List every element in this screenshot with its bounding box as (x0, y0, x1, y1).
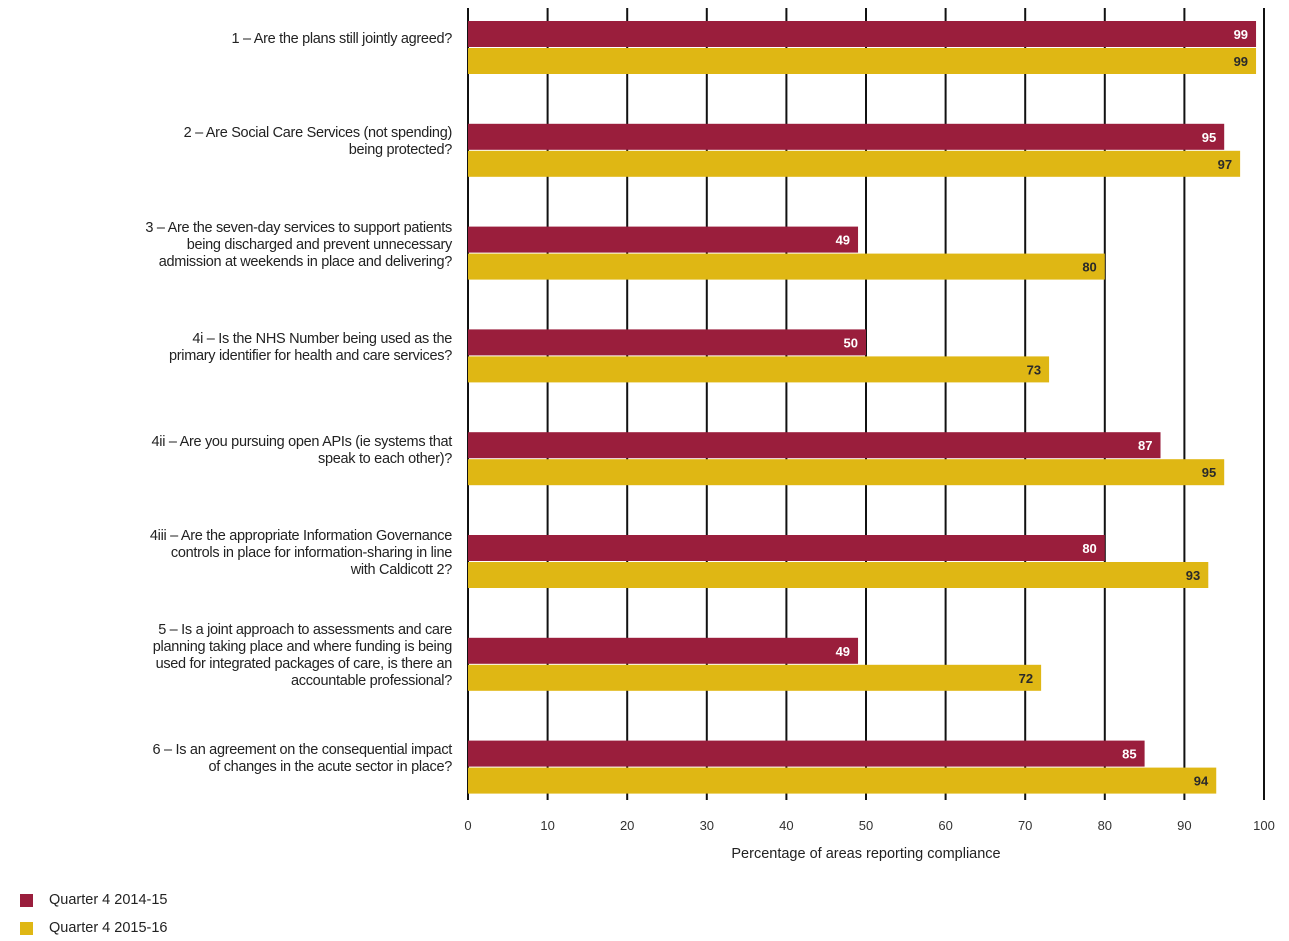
bar-value-label: 95 (1202, 130, 1216, 145)
category-label: 3 – Are the seven-day services to suppor… (7, 220, 452, 271)
category-label-line: 4iii – Are the appropriate Information G… (149, 528, 452, 544)
category-label: 4i – Is the NHS Number being used as the… (7, 331, 452, 365)
category-label-line: admission at weekends in place and deliv… (158, 253, 453, 270)
category-label-line: speak to each other)? (318, 450, 452, 467)
bar-value-label: 99 (1234, 54, 1248, 69)
bar-value-label: 85 (1122, 747, 1136, 762)
bar-value-label: 97 (1218, 157, 1232, 172)
legend-label-q4-2015-16: Quarter 4 2015-16 (49, 920, 168, 936)
category-label: 6 – Is an agreement on the consequential… (7, 742, 453, 776)
category-label: 4ii – Are you pursuing open APIs (ie sys… (7, 433, 453, 468)
category-label: 5 – Is a joint approach to assessments a… (7, 622, 453, 690)
category-label-line: being discharged and prevent unnecessary (186, 236, 453, 253)
x-tick-label: 40 (779, 818, 793, 833)
bar (468, 535, 1105, 561)
x-tick-label: 10 (540, 818, 554, 833)
bar (468, 253, 1105, 280)
legend-item-q4-2014-15: Quarter 4 2014-15 (20, 892, 168, 908)
bar-value-label: 80 (1082, 260, 1096, 275)
bar (468, 562, 1209, 588)
category-label-line: 2 – Are Social Care Services (not spendi… (183, 125, 453, 142)
bar-value-label: 73 (1027, 362, 1041, 377)
bar-value-label: 80 (1082, 541, 1096, 556)
bar (468, 767, 1217, 794)
category-label-line: 5 – Is a joint approach to assessments a… (158, 622, 452, 639)
bar-value-label: 94 (1194, 774, 1209, 789)
category-label-line: 4i – Is the NHS Number being used as the (192, 330, 452, 347)
x-tick-label: 20 (620, 818, 634, 833)
legend-item-q4-2015-16: Quarter 4 2015-16 (20, 920, 168, 936)
bar (468, 226, 859, 253)
category-label-line: 6 – Is an agreement on the consequential… (152, 742, 453, 759)
bar-value-label: 99 (1234, 27, 1248, 42)
bar (468, 637, 859, 664)
category-label: 1 – Are the plans still jointly agreed? (7, 31, 453, 48)
bar-value-label: 50 (844, 335, 858, 350)
category-label-line: 1 – Are the plans still jointly agreed? (231, 31, 453, 47)
bar (468, 356, 1050, 383)
category-label-line: used for integrated packages of care, is… (155, 656, 453, 673)
category-label-line: accountable professional? (291, 673, 452, 690)
x-tick-label: 30 (700, 818, 714, 833)
bar (468, 740, 1145, 767)
category-label-line: 3 – Are the seven-day services to suppor… (145, 219, 452, 236)
bar-value-label: 72 (1019, 671, 1033, 686)
bar-value-label: 93 (1186, 568, 1200, 583)
bar (468, 459, 1225, 486)
x-tick-label: 90 (1177, 818, 1191, 833)
bar (468, 432, 1161, 459)
x-tick-label: 80 (1098, 818, 1112, 833)
bar (468, 329, 866, 356)
legend-swatch-q4-2015-16 (20, 921, 33, 935)
category-label-line: with Caldicott 2? (350, 562, 453, 578)
x-axis-label: Percentage of areas reporting compliance (731, 846, 1001, 862)
x-tick-label: 100 (1253, 818, 1275, 833)
bar (468, 664, 1042, 691)
bar-value-label: 49 (836, 233, 850, 248)
x-tick-label: 50 (859, 818, 873, 833)
x-tick-label: 60 (938, 818, 952, 833)
legend-swatch-q4-2014-15 (20, 893, 33, 907)
bar (468, 123, 1225, 150)
legend-label-q4-2014-15: Quarter 4 2014-15 (49, 892, 168, 908)
bar (468, 21, 1257, 47)
x-tick-label: 70 (1018, 818, 1032, 833)
category-label-line: controls in place for information-sharin… (170, 545, 452, 561)
category-label-line: primary identifier for health and care s… (169, 347, 452, 364)
category-label: 2 – Are Social Care Services (not spendi… (7, 125, 453, 159)
category-label-line: being protected? (348, 142, 453, 159)
x-axis-ticks: 0 10 20 30 40 50 60 70 80 90 100 (464, 818, 1274, 833)
category-label: 4iii – Are the appropriate Information G… (7, 528, 452, 579)
category-label-line: 4ii – Are you pursuing open APIs (ie sys… (151, 433, 453, 450)
x-tick-label: 0 (464, 818, 471, 833)
category-label-line: planning taking place and where funding … (152, 639, 453, 656)
bar (468, 150, 1241, 177)
category-label-line: of changes in the acute sector in place? (208, 759, 452, 776)
bar (468, 48, 1257, 74)
bar-value-label: 49 (836, 644, 850, 659)
bar-value-label: 87 (1138, 438, 1152, 453)
bar-value-label: 95 (1202, 465, 1216, 480)
